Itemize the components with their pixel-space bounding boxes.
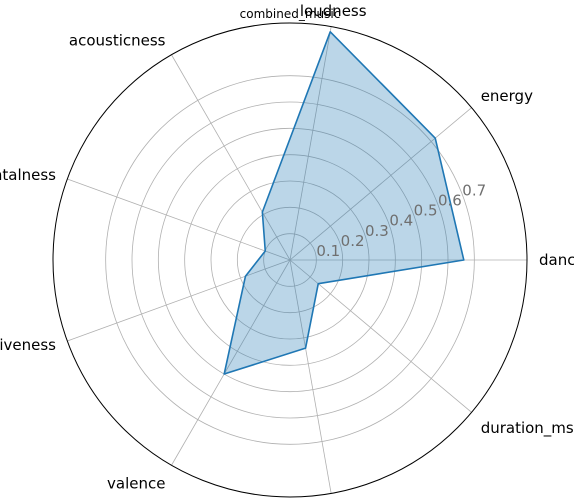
axis-label-loudness: loudness xyxy=(300,2,367,20)
outer-ring xyxy=(52,22,528,498)
spoke-liveness xyxy=(67,259,291,342)
series-line xyxy=(223,30,465,375)
r-tick-label: 0.6 xyxy=(438,192,462,210)
axis-label-energy: energy xyxy=(481,87,533,105)
spoke-loudness xyxy=(289,26,332,261)
axis-label-duration_ms: duration_ms xyxy=(481,419,574,438)
spoke-instrumentalness xyxy=(67,178,291,261)
axis-label-danceability: danceability xyxy=(539,251,574,269)
axis-label-instrumentalness: instrumentalness xyxy=(0,166,56,184)
series-fill xyxy=(224,31,464,375)
spoke-acousticness xyxy=(171,54,291,261)
r-tick-label: 0.1 xyxy=(316,242,340,260)
spoke-valence xyxy=(171,259,291,466)
spoke-duration_ms xyxy=(289,259,472,413)
r-tick-label: 0.5 xyxy=(414,202,438,220)
grid-layer xyxy=(52,22,528,498)
data-layer xyxy=(223,30,465,375)
axis-label-acousticness: acousticness xyxy=(69,31,166,49)
r-tick-label: 0.3 xyxy=(365,222,389,240)
r-tick-label: 0.2 xyxy=(341,232,365,250)
r-tick-label: 0.7 xyxy=(462,181,486,199)
axis-label-liveness: liveness xyxy=(0,336,56,354)
spoke-tempo xyxy=(289,259,332,494)
r-tick-label: 0.4 xyxy=(389,212,413,230)
axis-label-valence: valence xyxy=(107,475,165,493)
spoke-energy xyxy=(289,107,472,261)
chart-title: combined_music xyxy=(240,7,341,21)
